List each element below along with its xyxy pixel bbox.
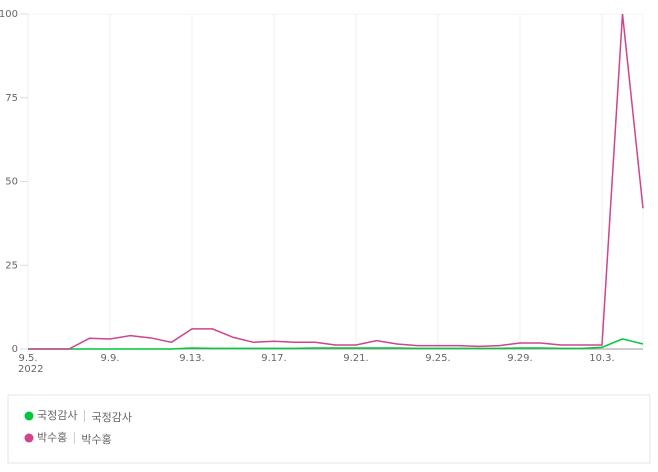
- x-tick-label: 9.13.: [179, 353, 204, 364]
- x-tick-label: 10.3.: [589, 353, 614, 364]
- legend-box: [7, 394, 651, 464]
- series-line: [28, 338, 644, 350]
- y-tick-label: 100: [0, 9, 18, 20]
- y-tick-label: 25: [5, 260, 18, 271]
- x-tick-label: 9.21.: [343, 353, 368, 364]
- x-tick-label: 9.17.: [261, 353, 286, 364]
- x-tick-label: 9.9.: [100, 353, 119, 364]
- legend-marker: [24, 411, 34, 421]
- series-line: [28, 13, 644, 350]
- legend-marker: [24, 433, 34, 443]
- y-tick-label: 50: [5, 177, 18, 188]
- x-tick-label: 9.5.: [18, 353, 37, 364]
- legend-label: 국정감사: [37, 409, 77, 422]
- y-tick-label: 0: [12, 344, 18, 355]
- y-tick-label: 75: [5, 93, 18, 104]
- legend-keywords: 박수홍: [81, 432, 111, 446]
- x-tick-label: 9.25.: [425, 353, 450, 364]
- legend-keywords: 국정감사: [91, 411, 131, 424]
- year-label: 2022: [18, 364, 43, 375]
- plot-area: [27, 13, 644, 350]
- legend-label: 박수홍: [37, 430, 67, 444]
- x-tick-label: 9.29.: [507, 353, 532, 364]
